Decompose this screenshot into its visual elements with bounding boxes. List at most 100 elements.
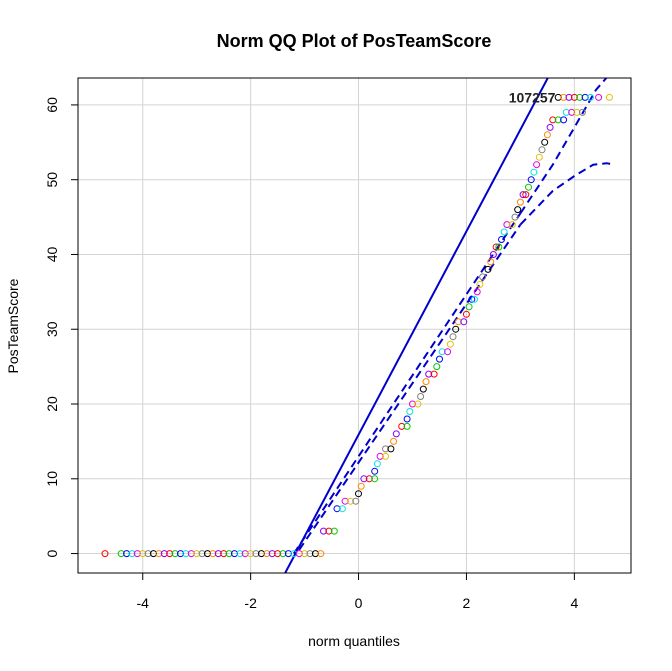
data-point — [449, 333, 457, 341]
data-point — [144, 550, 152, 558]
data-point — [578, 108, 586, 116]
data-point — [133, 550, 141, 558]
data-point — [560, 93, 568, 101]
data-point — [605, 93, 613, 101]
data-point — [403, 422, 411, 430]
data-point — [333, 505, 341, 513]
y-axis: 0 10 20 30 40 50 60 — [44, 97, 78, 557]
data-point — [479, 273, 487, 281]
data-point — [338, 505, 346, 513]
point-labels: 107257 — [509, 89, 556, 105]
data-point — [139, 550, 147, 558]
data-point — [390, 437, 398, 445]
data-point — [525, 183, 532, 191]
x-tick-label: 2 — [463, 595, 471, 611]
data-point — [406, 408, 414, 415]
x-tick-label: 4 — [570, 595, 578, 611]
chart-title: Norm QQ Plot of PosTeamScore — [217, 31, 492, 51]
data-point — [562, 108, 570, 116]
data-point — [352, 497, 360, 505]
data-point — [436, 355, 443, 363]
y-tick-label: 20 — [44, 396, 60, 412]
data-point — [576, 93, 584, 101]
y-tick-label: 10 — [44, 471, 60, 487]
data-point — [433, 363, 441, 371]
band-upper-lower-segment — [292, 212, 522, 555]
data-point — [527, 176, 535, 184]
data-point — [274, 550, 282, 558]
data-point — [595, 93, 603, 101]
data-point — [568, 108, 576, 116]
data-point — [387, 445, 395, 453]
data-point — [541, 138, 549, 146]
data-point — [476, 280, 484, 288]
data-point — [150, 550, 157, 558]
data-point — [392, 430, 400, 438]
data-point — [311, 550, 319, 558]
data-point — [409, 400, 416, 408]
data-point — [128, 550, 136, 558]
data-point — [554, 93, 562, 101]
data-point — [573, 108, 581, 116]
data-point — [587, 93, 594, 101]
data-point — [565, 93, 573, 101]
data-point — [382, 445, 389, 453]
data-point — [519, 191, 527, 199]
data-point — [241, 550, 249, 558]
data-point — [371, 475, 379, 483]
qq-reference-line — [284, 78, 549, 573]
data-point — [403, 415, 411, 423]
y-tick-label: 30 — [44, 321, 60, 337]
data-point — [225, 550, 233, 558]
data-point — [546, 123, 554, 131]
data-point — [187, 550, 195, 558]
plot-frame — [77, 77, 632, 574]
data-point — [171, 550, 179, 558]
data-point — [468, 295, 476, 303]
data-point — [438, 348, 446, 356]
data-point — [268, 550, 276, 558]
data-point — [301, 550, 309, 558]
y-tick-label: 0 — [44, 549, 60, 557]
data-point — [535, 153, 543, 161]
data-point — [500, 228, 508, 236]
data-point — [263, 550, 271, 558]
data-point — [193, 550, 201, 558]
data-point — [231, 550, 238, 558]
x-tick-label: -2 — [244, 595, 257, 611]
data-point — [284, 550, 292, 558]
data-point — [570, 93, 578, 101]
data-point — [492, 243, 500, 251]
data-point — [355, 490, 362, 498]
data-point — [538, 146, 546, 154]
data-point — [376, 452, 384, 460]
confidence-band — [292, 78, 615, 555]
data-point — [177, 550, 184, 558]
data-point — [155, 550, 163, 558]
data-point — [422, 378, 430, 386]
data-point — [508, 221, 516, 229]
band-lower-lower-segment — [298, 224, 522, 551]
data-point — [484, 265, 492, 273]
data-point — [214, 550, 222, 558]
data-point — [290, 550, 298, 558]
data-point — [511, 213, 519, 221]
data-point — [347, 497, 354, 505]
data-point — [371, 467, 379, 475]
data-point — [341, 497, 349, 505]
data-point — [522, 191, 530, 199]
data-point — [530, 168, 538, 176]
data-point — [549, 116, 557, 124]
y-tick-label: 60 — [44, 97, 60, 113]
data-point — [495, 243, 503, 251]
data-point — [204, 550, 211, 558]
x-axis: -4 -2 0 2 4 — [137, 573, 578, 611]
point-id-label: 107257 — [509, 89, 556, 105]
data-point — [117, 550, 125, 558]
data-point — [182, 550, 190, 558]
data-point — [503, 221, 511, 229]
data-point — [498, 236, 505, 243]
data-point — [252, 550, 260, 558]
data-point — [166, 550, 174, 558]
x-tick-label: 0 — [355, 595, 363, 611]
